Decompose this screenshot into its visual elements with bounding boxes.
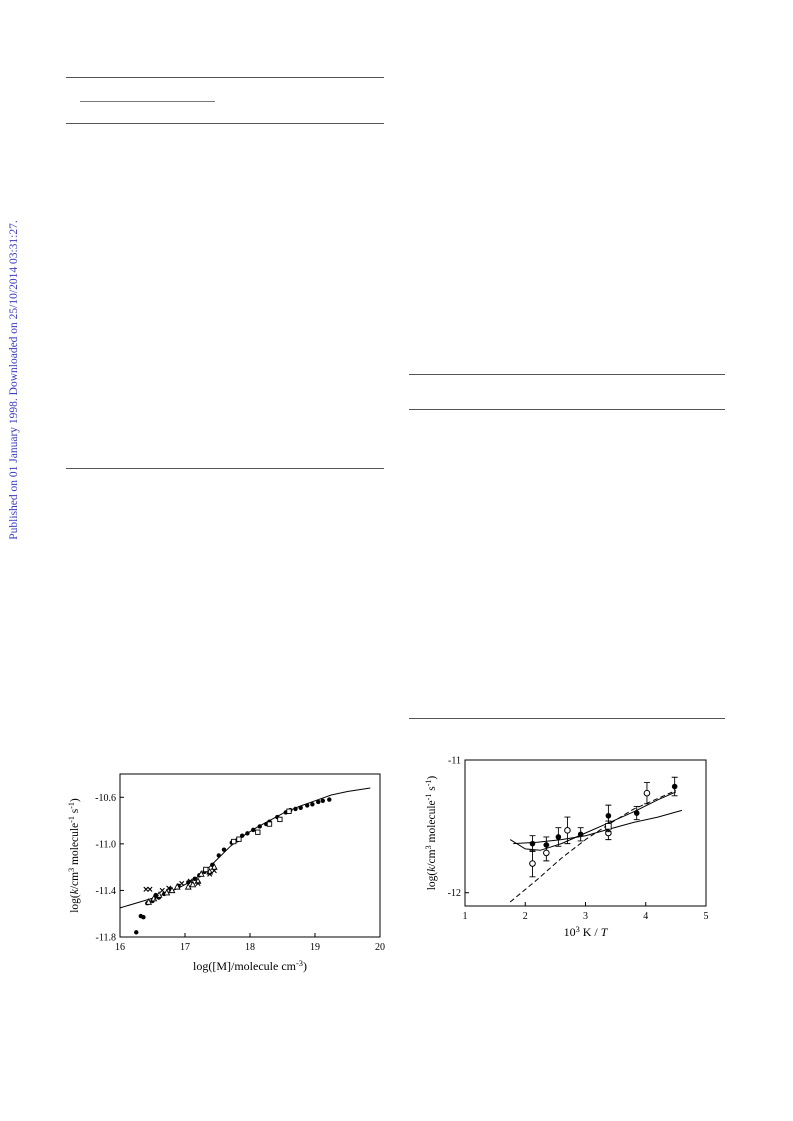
data-point-filled-circle: [577, 831, 584, 838]
temperature-dependence-chart: 1 2 3 4 5 -12 -11 103 K / T log(k/cm3 molecule-1…: [424, 756, 709, 940]
data-point-filled-circle: [310, 802, 315, 807]
data-point-filled-circle: [134, 930, 139, 935]
data-point-filled-circle: [216, 853, 221, 858]
x-tick-label: 17: [180, 942, 190, 953]
y-tick-label: -11.0: [96, 839, 116, 850]
y-tick-label: -11.4: [96, 886, 116, 897]
y-axis-label: log(k/cm3 molecule-1 s-1): [67, 798, 82, 913]
data-point-filled-circle: [251, 827, 256, 833]
table-rule-bottom-left: [66, 468, 384, 469]
data-point-open-square: [266, 821, 273, 827]
y-tick-label: -10.6: [95, 793, 116, 804]
data-point-filled-circle: [257, 824, 262, 829]
data-point-filled-circle: [141, 915, 146, 920]
data-point-x: [166, 885, 172, 891]
table-rule-top-right: [409, 374, 725, 375]
data-point-x: [159, 887, 165, 894]
data-point-filled-circle: [671, 783, 678, 790]
data-point-filled-circle: [192, 876, 197, 881]
pressure-dependence-chart: 16 17 18 19 20 -11.8 -11.4 -11.0 -10.6 log([M]/mo…: [67, 773, 385, 974]
data-point-x: [147, 886, 153, 892]
fit-curve: [119, 787, 371, 909]
data-point-x: [195, 880, 201, 887]
data-point-open-triangle: [210, 863, 218, 870]
table-rule-sub-left: [80, 101, 215, 102]
data-point-open-square: [236, 836, 242, 842]
data-point-open-square: [203, 866, 209, 873]
x-tick-label: 20: [375, 942, 385, 953]
data-point-filled-circle: [245, 831, 250, 836]
x-tick-label: 18: [245, 942, 255, 953]
data-point-filled-circle: [605, 812, 612, 819]
data-point-filled-circle: [316, 799, 321, 805]
x-tick-label: 5: [704, 911, 709, 922]
x-tick-label: 4: [643, 911, 648, 922]
data-point-x: [153, 894, 159, 901]
data-point-open-triangle: [145, 898, 153, 905]
data-point-x: [143, 886, 149, 892]
data-point-filled-circle: [221, 847, 227, 852]
data-point-open-circle: [529, 860, 536, 867]
data-point-filled-circle: [555, 834, 562, 840]
data-point-open-triangle: [173, 882, 181, 890]
fit-line-solid: [513, 809, 683, 845]
x-tick-label: 16: [115, 942, 125, 953]
data-point-open-square: [286, 808, 292, 814]
data-point-filled-circle: [320, 798, 325, 803]
x-tick-label: 3: [583, 911, 588, 922]
plot-frame: [119, 773, 381, 938]
watermark-text: Published on 01 January 1998. Downloaded…: [8, 220, 20, 540]
x-tick-label: 2: [523, 911, 528, 922]
data-point-open-square: [605, 823, 612, 830]
x-axis-label: 103 K / T: [564, 925, 609, 940]
data-point-open-square: [231, 838, 237, 845]
y-tick-label: -12: [448, 888, 461, 899]
data-point-filled-circle: [293, 806, 298, 812]
y-tick-label: -11: [448, 756, 461, 767]
x-tick-label: 1: [463, 911, 468, 922]
data-point-open-triangle: [189, 880, 197, 888]
y-axis-label: log(k/cm3 molecule-1 s-1): [424, 776, 439, 891]
data-point-open-square: [255, 829, 261, 835]
data-point-open-circle: [543, 849, 550, 857]
table-rule-bottom-right: [409, 718, 725, 719]
data-point-filled-circle: [186, 880, 191, 885]
table-rule-top-left: [66, 77, 384, 78]
data-point-filled-circle: [633, 810, 640, 816]
data-point-x: [211, 868, 217, 874]
data-point-open-circle: [564, 827, 571, 834]
data-point-open-circle: [643, 789, 651, 797]
data-point-x: [179, 880, 185, 887]
data-point-filled-circle: [298, 805, 303, 810]
table-rule-mid-right: [409, 409, 725, 410]
x-tick-label: 19: [310, 942, 320, 953]
fit-line-solid: [509, 791, 677, 851]
data-point-filled-circle: [305, 803, 310, 808]
y-tick-label: -11.8: [96, 933, 116, 944]
table-rule-mid-left: [66, 123, 384, 124]
data-point-x: [187, 878, 193, 884]
data-point-open-triangle: [184, 882, 192, 890]
data-point-open-square: [277, 816, 283, 823]
x-axis-label: log([M]/molecule cm-3): [193, 959, 307, 974]
download-watermark: Published on 01 January 1998. Downloaded…: [3, 120, 25, 640]
data-point-open-triangle: [197, 870, 205, 877]
data-point-filled-circle: [327, 797, 332, 802]
data-point-open-triangle: [163, 888, 171, 896]
fit-line-dashed: [509, 790, 677, 903]
data-point-filled-circle: [529, 840, 536, 847]
data-point-x: [207, 871, 213, 877]
